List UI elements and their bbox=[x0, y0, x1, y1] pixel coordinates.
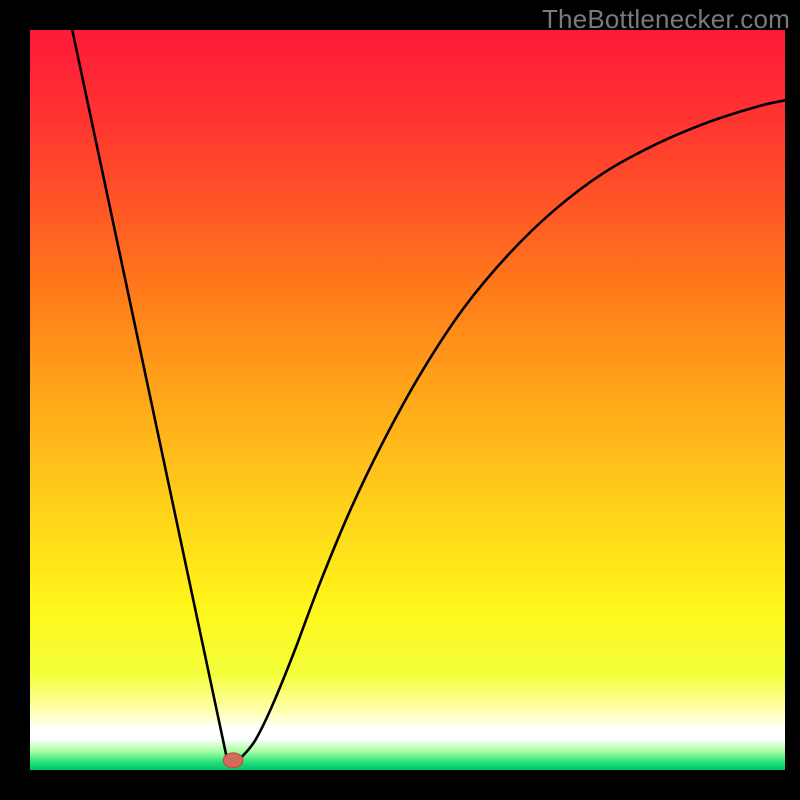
plot-area bbox=[30, 30, 785, 770]
optimal-point-marker bbox=[223, 753, 243, 768]
bottleneck-chart bbox=[0, 0, 800, 800]
chart-container: TheBottlenecker.com bbox=[0, 0, 800, 800]
watermark-text: TheBottlenecker.com bbox=[542, 4, 790, 35]
